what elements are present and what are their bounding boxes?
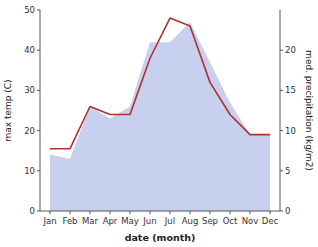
x-tick-label: Feb <box>62 216 77 226</box>
y-tick-label: 40 <box>24 45 35 55</box>
y-tick-label: 0 <box>30 206 35 216</box>
x-tick <box>110 211 111 214</box>
y-tick <box>37 90 40 91</box>
x-tick <box>250 211 251 214</box>
x-tick-label: Oct <box>223 216 238 226</box>
x-tick-label: Dec <box>262 216 279 226</box>
x-tick <box>90 211 91 214</box>
precip-area <box>50 22 270 211</box>
y-tick <box>37 130 40 131</box>
y2-tick <box>280 50 283 51</box>
y-tick-label: 50 <box>24 5 35 15</box>
y-tick-label: 10 <box>24 166 35 176</box>
x-tick <box>50 211 51 214</box>
x-axis-line <box>40 211 280 212</box>
x-tick <box>130 211 131 214</box>
chart: Jan Feb Mar AprMayJun Jul AugSep Oct NovDec date… <box>0 0 318 247</box>
y-tick <box>37 50 40 51</box>
x-tick-label: Jun <box>142 216 156 226</box>
x-tick-label: May <box>121 216 139 226</box>
x-tick-label: Nov <box>242 216 259 226</box>
y2-tick-label: 10 <box>285 126 296 136</box>
y2-tick-label: 20 <box>285 45 296 55</box>
y2-tick <box>280 90 283 91</box>
y-tick-label: 20 <box>24 126 35 136</box>
x-tick-label: Aug <box>182 216 199 226</box>
y2-tick <box>280 170 283 171</box>
x-tick <box>230 211 231 214</box>
x-tick-label: Mar <box>82 216 99 226</box>
x-tick-label: Jan <box>42 216 56 226</box>
y2-tick-label: 0 <box>285 206 290 216</box>
x-tick <box>150 211 151 214</box>
x-tick <box>210 211 211 214</box>
temp-line <box>50 18 270 149</box>
y-tick <box>37 211 40 212</box>
x-tick-label: Jul <box>164 216 175 226</box>
plot-area <box>50 18 270 211</box>
x-axis-label: date (month) <box>125 232 196 243</box>
y-tick-label: 30 <box>24 85 35 95</box>
y-axis-label: max temp (C) <box>3 79 13 141</box>
y2-tick <box>280 130 283 131</box>
y2-tick-label: 5 <box>285 166 290 176</box>
y2-axis-label: med. precipitation (kg/m2) <box>304 50 314 171</box>
x-tick <box>190 211 191 214</box>
y-tick <box>37 10 40 11</box>
x-tick <box>270 211 271 214</box>
y2-tick <box>280 211 283 212</box>
y-tick <box>37 170 40 171</box>
x-tick-label: Apr <box>103 216 118 226</box>
x-tick-label: Sep <box>202 216 218 226</box>
y2-axis-line <box>280 10 281 211</box>
x-tick <box>170 211 171 214</box>
x-tick <box>70 211 71 214</box>
y-axis-line <box>40 10 41 211</box>
y2-tick-label: 15 <box>285 85 296 95</box>
